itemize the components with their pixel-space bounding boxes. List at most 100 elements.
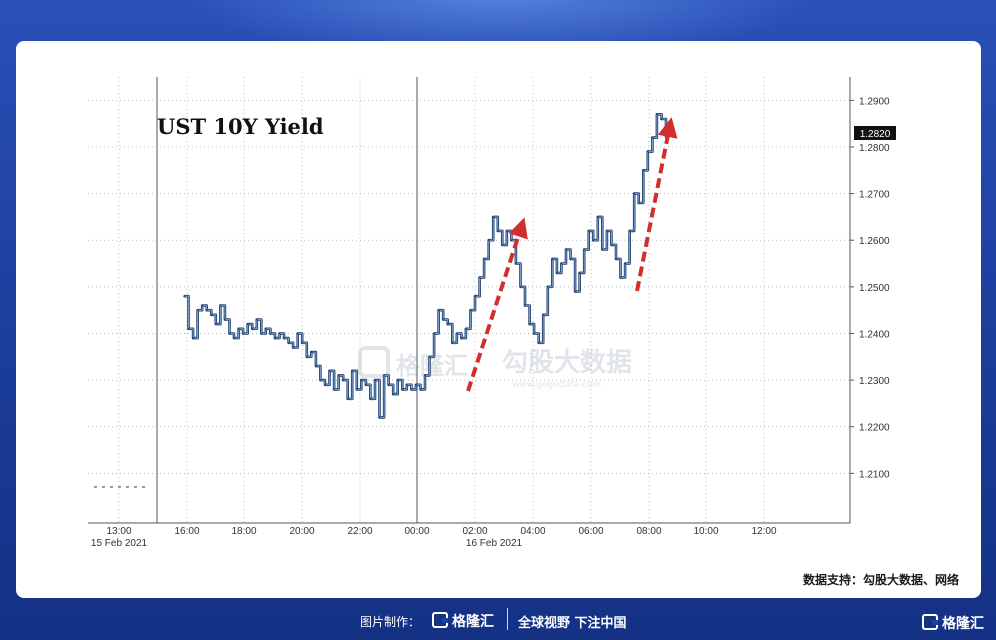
- data-point-91: [597, 216, 599, 218]
- data-point-103: [651, 136, 654, 139]
- x-tick-label: 08:00: [636, 526, 661, 537]
- data-point-94: [610, 244, 613, 246]
- x-tick-label: 02:00: [462, 526, 487, 537]
- data-point-36: [346, 398, 349, 400]
- data-point-13: [242, 332, 244, 335]
- data-point-44: [383, 374, 385, 377]
- y-tick-label: 1.2400: [859, 329, 890, 340]
- gelonghui-logo-text: 格隆汇: [452, 614, 494, 630]
- data-point-21: [278, 332, 281, 335]
- data-point-45: [387, 384, 390, 386]
- data-point-78: [537, 342, 540, 344]
- data-point-93: [606, 230, 608, 232]
- rise-arrow-2: [635, 117, 678, 292]
- x-tick-label: 06:00: [578, 526, 603, 537]
- data-point-39: [360, 379, 363, 381]
- data-point-71: [506, 230, 508, 232]
- corner-logo-text: 格隆汇: [942, 616, 984, 632]
- data-point-59: [451, 342, 454, 344]
- last-value-badge: 1.2820: [854, 126, 896, 140]
- data-point-83: [560, 262, 563, 265]
- data-point-23: [287, 342, 290, 344]
- data-point-46: [392, 393, 395, 395]
- watermark-brand-text: 勾股大数据: [502, 348, 632, 378]
- date-label: 15 Feb 2021: [91, 538, 148, 549]
- data-point-77: [533, 332, 535, 335]
- data-point-19: [269, 332, 272, 335]
- data-point-95: [615, 258, 617, 260]
- data-point-11: [233, 337, 235, 339]
- data-point-99: [633, 192, 635, 195]
- chart-title: UST 10Y Yield: [157, 114, 324, 139]
- data-point-40: [365, 384, 367, 386]
- y-tick-label: 1.2100: [859, 469, 890, 480]
- data-point-29: [315, 365, 317, 367]
- data-point-48: [401, 388, 404, 391]
- data-point-41: [369, 398, 372, 400]
- data-point-56: [437, 309, 440, 312]
- x-tick-label: 00:00: [404, 526, 429, 537]
- data-point-16: [256, 318, 258, 321]
- data-point-73: [515, 262, 517, 265]
- x-tick-label: 20:00: [289, 526, 314, 537]
- corner-logo-icon: [922, 614, 938, 630]
- data-point-72: [510, 239, 513, 241]
- y-axis: 1.2900 1.2800 1.2700 1.2600 1.2500 1.2400 1.23…: [849, 77, 890, 523]
- x-tick-label: 16:00: [174, 526, 199, 537]
- data-point-14: [246, 323, 249, 325]
- data-point-54: [428, 356, 431, 358]
- data-point-8: [219, 304, 222, 307]
- data-point-10: [228, 332, 231, 335]
- data-point-22: [283, 337, 285, 339]
- data-point-47: [396, 379, 399, 381]
- watermark: 格隆汇 勾股大数据 www.gogudata.com: [358, 346, 632, 390]
- watermark-logo-text: 格隆汇: [396, 352, 468, 380]
- data-point-67: [487, 239, 490, 241]
- y-tick-label: 1.2200: [859, 423, 890, 434]
- last-value-label: 1.2820: [860, 129, 891, 140]
- data-point-18: [265, 328, 267, 330]
- data-point-38: [356, 388, 358, 391]
- data-point-76: [528, 323, 531, 325]
- data-point-63: [469, 309, 472, 312]
- data-point-7: [215, 323, 217, 325]
- data-point-52: [419, 388, 422, 391]
- data-point-105: [660, 118, 663, 120]
- x-tick-label: 18:00: [231, 526, 256, 537]
- data-point-69: [497, 230, 499, 232]
- data-point-58: [446, 323, 449, 325]
- grid: [88, 77, 850, 523]
- data-point-31: [324, 384, 326, 386]
- x-tick-label: 12:00: [751, 526, 776, 537]
- x-tick-label: 13:00: [106, 526, 131, 537]
- chart-card: 格隆汇 勾股大数据 www.gogudata.com UST 10Y Yield…: [16, 41, 981, 598]
- data-point-84: [565, 248, 567, 251]
- gelonghui-logo-icon: [432, 612, 448, 628]
- data-point-81: [551, 258, 554, 260]
- data-point-92: [601, 248, 604, 251]
- data-point-79: [542, 314, 544, 316]
- x-tick-label: 04:00: [520, 526, 545, 537]
- data-point-96: [619, 276, 622, 279]
- data-point-24: [292, 346, 294, 349]
- data-point-85: [569, 258, 572, 260]
- data-point-64: [474, 295, 476, 297]
- data-point-34: [337, 374, 340, 377]
- data-point-6: [210, 314, 213, 316]
- y-tick-label: 1.2900: [859, 96, 890, 107]
- data-point-53: [424, 374, 426, 377]
- data-point-50: [410, 388, 413, 391]
- date-label: 16 Feb 2021: [466, 538, 523, 549]
- data-point-65: [478, 276, 481, 279]
- y-tick-label: 1.2600: [859, 236, 890, 247]
- data-point-5: [205, 309, 208, 312]
- data-point-1: [187, 328, 190, 330]
- data-point-42: [374, 379, 376, 381]
- data-point-70: [501, 244, 504, 246]
- data-point-90: [592, 239, 594, 241]
- data-point-32: [328, 370, 331, 372]
- made-by-label: 图片制作：: [360, 615, 421, 629]
- data-point-80: [547, 286, 549, 288]
- y-tick-label: 1.2500: [859, 283, 890, 294]
- data-point-62: [465, 328, 467, 330]
